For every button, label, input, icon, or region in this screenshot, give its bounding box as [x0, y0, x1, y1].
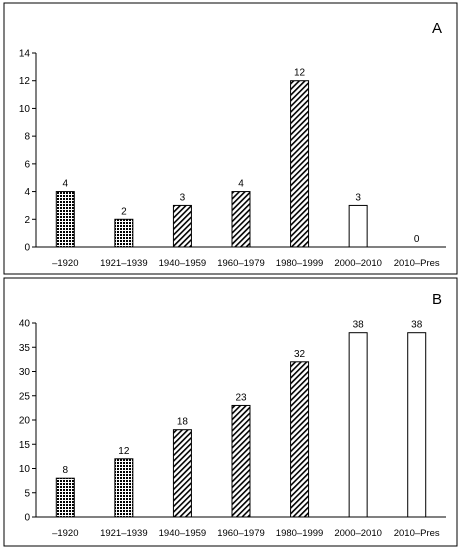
bar [290, 80, 310, 248]
y-tick-label: 25 [19, 391, 31, 402]
y-tick-label: 14 [19, 49, 31, 60]
y-tick-label: 40 [19, 319, 31, 330]
bar [348, 204, 368, 248]
y-tick-label: 30 [19, 367, 31, 378]
data-label: 32 [294, 349, 306, 360]
bar [290, 361, 310, 518]
data-label: 0 [414, 234, 420, 245]
y-tick-label: 10 [19, 464, 31, 475]
y-tick-label: 10 [19, 104, 31, 115]
data-label: 3 [355, 192, 361, 203]
x-tick-label: 1921–1939 [100, 528, 148, 539]
panel-letter: B [432, 291, 442, 308]
y-tick-label: 15 [19, 440, 31, 451]
bar [114, 218, 134, 248]
data-label: 2 [121, 206, 127, 217]
panel-letter: A [432, 20, 442, 37]
chart-panel-a: A 0 2 4 6 8 10 12 14 4 2 3 4 12 3 0 –1920 1921–1939 194… [3, 2, 458, 275]
x-tick-labels: –1920 1921–1939 1940–1959 1960–1979 1980–199… [52, 528, 440, 539]
data-label: 8 [63, 465, 69, 476]
data-label: 12 [294, 68, 306, 79]
data-labels: 8 12 18 23 32 38 38 [63, 320, 423, 477]
x-tick-label: 1980–1999 [276, 528, 324, 539]
x-tick-label: –1920 [52, 258, 78, 269]
x-tick-label: 1960–1979 [217, 258, 265, 269]
data-label: 12 [118, 446, 130, 457]
bars [55, 332, 427, 518]
bar [231, 404, 251, 518]
x-tick-label: 1940–1959 [159, 528, 207, 539]
x-tick-label: 1960–1979 [217, 528, 265, 539]
x-tick-label: 1980–1999 [276, 258, 324, 269]
x-tick-label: 1921–1939 [100, 258, 148, 269]
y-tick-label: 12 [19, 76, 31, 87]
bar [231, 191, 251, 248]
bar [348, 332, 368, 518]
data-label: 4 [238, 179, 244, 190]
y-tick-label: 0 [24, 243, 30, 254]
bar [172, 204, 192, 248]
data-label: 38 [411, 320, 423, 331]
y-ticks: 0 5 10 15 20 25 30 35 40 [19, 319, 36, 524]
y-tick-label: 5 [24, 488, 30, 499]
data-label: 23 [235, 392, 247, 403]
x-tick-label: –1920 [52, 528, 78, 539]
bar [55, 477, 75, 518]
bars [55, 80, 368, 248]
x-tick-label: 2010–Pres [394, 528, 440, 539]
y-tick-label: 6 [24, 159, 30, 170]
data-label: 18 [177, 417, 189, 428]
bar [407, 332, 427, 518]
x-tick-labels: –1920 1921–1939 1940–1959 1960–1979 1980–199… [52, 258, 440, 269]
data-label: 4 [63, 179, 69, 190]
y-ticks: 0 2 4 6 8 10 12 14 [19, 49, 36, 254]
bar [55, 191, 75, 248]
x-tick-label: 2000–2010 [334, 258, 382, 269]
data-labels: 4 2 3 4 12 3 0 [63, 68, 420, 245]
data-label: 38 [353, 320, 365, 331]
y-tick-label: 20 [19, 416, 31, 427]
bar [114, 458, 134, 518]
y-tick-label: 35 [19, 343, 31, 354]
x-tick-label: 2000–2010 [334, 528, 382, 539]
y-tick-label: 2 [24, 215, 30, 226]
x-tick-label: 1940–1959 [159, 258, 207, 269]
chart-frame [3, 2, 458, 275]
chart-panel-b: B 0 5 10 15 20 25 30 35 40 8 12 18 23 32 38 38 –1920 19… [3, 277, 458, 547]
chart-frame [3, 277, 458, 547]
y-tick-label: 8 [24, 132, 30, 143]
y-tick-label: 4 [24, 187, 30, 198]
y-tick-label: 0 [24, 513, 30, 524]
x-tick-label: 2010–Pres [394, 258, 440, 269]
bar [172, 429, 192, 518]
data-label: 3 [180, 192, 186, 203]
